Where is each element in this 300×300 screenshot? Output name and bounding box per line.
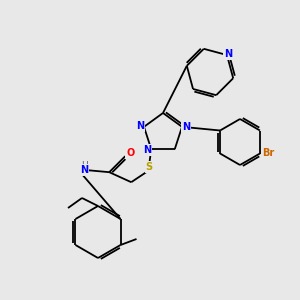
Text: N: N bbox=[136, 121, 144, 131]
Text: H: H bbox=[81, 161, 88, 170]
Text: N: N bbox=[80, 165, 88, 175]
Text: Br: Br bbox=[262, 148, 274, 158]
Text: O: O bbox=[126, 148, 134, 158]
Text: S: S bbox=[146, 162, 153, 172]
Text: N: N bbox=[182, 122, 190, 132]
Text: N: N bbox=[224, 49, 232, 59]
Text: N: N bbox=[143, 145, 151, 155]
